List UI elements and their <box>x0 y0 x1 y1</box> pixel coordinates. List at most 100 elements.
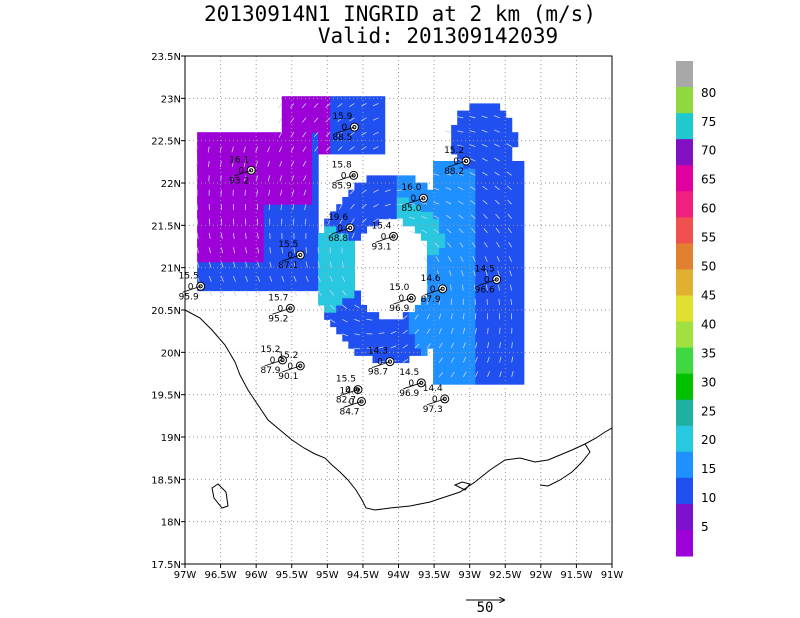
y-tick-label: 19.5N <box>151 391 181 402</box>
wind-cell <box>457 283 464 292</box>
wind-cell <box>312 139 319 148</box>
wind-vector <box>304 204 307 211</box>
wind-cell <box>481 218 489 227</box>
wind-cell <box>209 182 216 191</box>
wind-cell <box>342 146 349 155</box>
wind-cell <box>511 204 519 212</box>
wind-cell <box>426 333 434 342</box>
wind-cell <box>445 283 452 292</box>
wind-vector <box>507 213 512 219</box>
wind-cell <box>312 254 319 263</box>
wind-cell <box>463 369 470 378</box>
wind-cell <box>499 218 507 227</box>
wind-cell <box>281 146 289 155</box>
wind-cell <box>493 362 501 371</box>
wind-cell <box>372 132 380 140</box>
wind-cell <box>451 376 458 385</box>
wind-cell <box>493 376 501 385</box>
wind-cell <box>318 247 325 256</box>
wind-cell <box>445 312 452 320</box>
wind-cell <box>257 139 265 148</box>
wind-cell <box>487 290 495 299</box>
wind-cell <box>511 376 519 385</box>
wind-cell <box>233 196 241 205</box>
wind-cell <box>342 254 349 263</box>
wind-cell <box>227 283 234 292</box>
wind-cell <box>275 146 283 155</box>
wind-cell <box>433 261 440 270</box>
wind-cell <box>390 182 398 191</box>
wind-cell <box>493 340 501 349</box>
wind-cell <box>499 175 507 184</box>
wind-cell <box>263 139 271 148</box>
wind-cell <box>372 218 380 227</box>
wind-cell <box>463 218 470 227</box>
wind-cell <box>203 283 210 292</box>
wind-cell <box>312 182 319 191</box>
wind-cell <box>227 204 234 212</box>
wind-cell <box>197 276 204 284</box>
wind-cell <box>517 333 525 342</box>
wind-vector <box>349 103 355 108</box>
wind-cell <box>433 348 440 356</box>
wind-vector <box>292 218 295 225</box>
wind-cell <box>203 247 210 256</box>
wind-cell <box>239 247 247 256</box>
wind-cell <box>499 196 507 205</box>
wind-cell <box>330 225 337 234</box>
wind-cell <box>439 254 446 263</box>
wind-cell <box>396 326 404 335</box>
x-tick-label: 94W <box>387 570 410 581</box>
wind-cell <box>360 312 368 320</box>
wind-cell <box>281 153 289 162</box>
wind-cell <box>408 319 416 328</box>
wind-cell <box>215 268 222 277</box>
station-temp-label: 15.5 <box>179 271 199 281</box>
wind-cell <box>469 175 476 184</box>
wind-cell <box>499 261 507 270</box>
wind-vector <box>473 270 476 277</box>
wind-cell <box>487 340 495 349</box>
x-tick-label: 97W <box>174 570 197 581</box>
wind-cell <box>408 312 416 320</box>
wind-cell <box>287 125 295 133</box>
wind-cell <box>517 283 525 292</box>
wind-cell <box>372 189 380 198</box>
wind-cell <box>499 182 507 191</box>
wind-cell <box>354 96 362 105</box>
wind-cell <box>305 139 313 148</box>
station-barb <box>393 297 412 305</box>
wind-vector <box>278 103 283 109</box>
wind-vector <box>425 270 428 277</box>
wind-cell <box>475 304 483 313</box>
wind-cell <box>227 218 234 227</box>
station-inner-circle <box>351 173 356 178</box>
wind-cell <box>511 261 519 270</box>
wind-cell <box>342 110 349 119</box>
wind-vector <box>314 146 319 152</box>
wind-vector <box>339 218 343 225</box>
station-pressure-label: 85.0 <box>401 204 421 214</box>
station-zero-label: 0 <box>430 285 436 295</box>
wind-cell <box>487 117 495 126</box>
wind-cell <box>227 225 234 234</box>
wind-cell <box>318 132 325 140</box>
wind-cell <box>420 297 428 306</box>
wind-cell <box>517 362 525 371</box>
wind-cell <box>463 211 470 220</box>
wind-cell <box>245 211 253 220</box>
wind-cell <box>330 110 337 119</box>
wind-cell <box>372 319 380 328</box>
wind-vector <box>361 218 367 224</box>
wind-cell <box>275 225 283 234</box>
wind-cell <box>439 297 446 306</box>
wind-vector <box>278 146 283 153</box>
wind-cell <box>269 225 277 234</box>
wind-cell <box>469 369 476 378</box>
wind-vector <box>220 247 224 254</box>
wind-cell <box>433 254 440 263</box>
wind-cell <box>463 362 470 371</box>
wind-cell <box>481 247 489 256</box>
wind-cell <box>439 189 446 198</box>
wind-vector <box>245 232 247 239</box>
